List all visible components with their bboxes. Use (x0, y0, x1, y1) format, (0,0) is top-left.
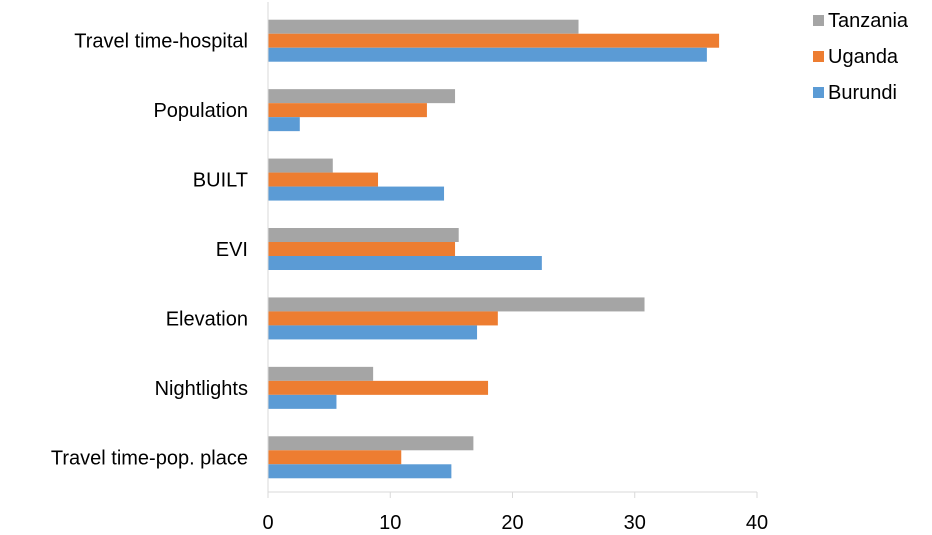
bar-travel-time-hospital-tanzania (268, 19, 579, 34)
legend-label-burundi: Burundi (828, 82, 897, 104)
x-tick-label-10: 10 (379, 512, 401, 534)
bar-elevation-tanzania (268, 297, 645, 312)
bar-population-uganda (268, 103, 427, 118)
legend-swatch-uganda (813, 51, 824, 62)
bar-travel-time-pop-place-uganda (268, 450, 402, 465)
x-tick-label-30: 30 (624, 512, 646, 534)
bar-travel-time-pop-place-tanzania (268, 436, 474, 451)
axes (267, 2, 758, 498)
category-label-elevation: Elevation (166, 308, 248, 330)
bar-nightlights-uganda (268, 380, 489, 395)
legend: Tanzania Uganda Burundi (813, 10, 909, 104)
category-label-nightlights: Nightlights (155, 378, 248, 400)
category-label-travel-time-hospital: Travel time-hospital (74, 31, 248, 53)
category-label-built: BUILT (193, 170, 248, 192)
bar-nightlights-tanzania (268, 366, 374, 381)
bar-travel-time-hospital-burundi (268, 47, 707, 62)
bar-elevation-uganda (268, 311, 498, 326)
category-labels: Travel time-hospital Population BUILT EVI El… (51, 31, 248, 470)
legend-label-tanzania: Tanzania (828, 10, 909, 32)
legend-label-uganda: Uganda (828, 46, 899, 68)
bar-evi-burundi (268, 256, 542, 270)
bar-evi-tanzania (268, 228, 459, 242)
x-tick-label-0: 0 (262, 512, 273, 534)
bar-travel-time-hospital-uganda (268, 33, 720, 48)
category-label-evi: EVI (216, 239, 248, 261)
bar-population-tanzania (268, 89, 456, 104)
bar-built-burundi (268, 186, 445, 201)
x-tick-label-20: 20 (501, 512, 523, 534)
x-axis-tick-labels: 0 10 20 30 40 (262, 512, 768, 534)
bar-elevation-burundi (268, 325, 478, 340)
category-label-population: Population (153, 100, 248, 122)
bar-nightlights-burundi (268, 394, 337, 409)
x-tick-label-40: 40 (746, 512, 768, 534)
legend-swatch-tanzania (813, 15, 824, 26)
category-label-travel-time-pop-place: Travel time-pop. place (51, 447, 248, 469)
bars-layer (268, 19, 720, 479)
bar-evi-uganda (268, 242, 456, 256)
legend-swatch-burundi (813, 87, 824, 98)
bar-built-uganda (268, 172, 379, 187)
bar-population-burundi (268, 117, 300, 132)
bar-built-tanzania (268, 158, 333, 173)
bar-travel-time-pop-place-burundi (268, 464, 452, 479)
